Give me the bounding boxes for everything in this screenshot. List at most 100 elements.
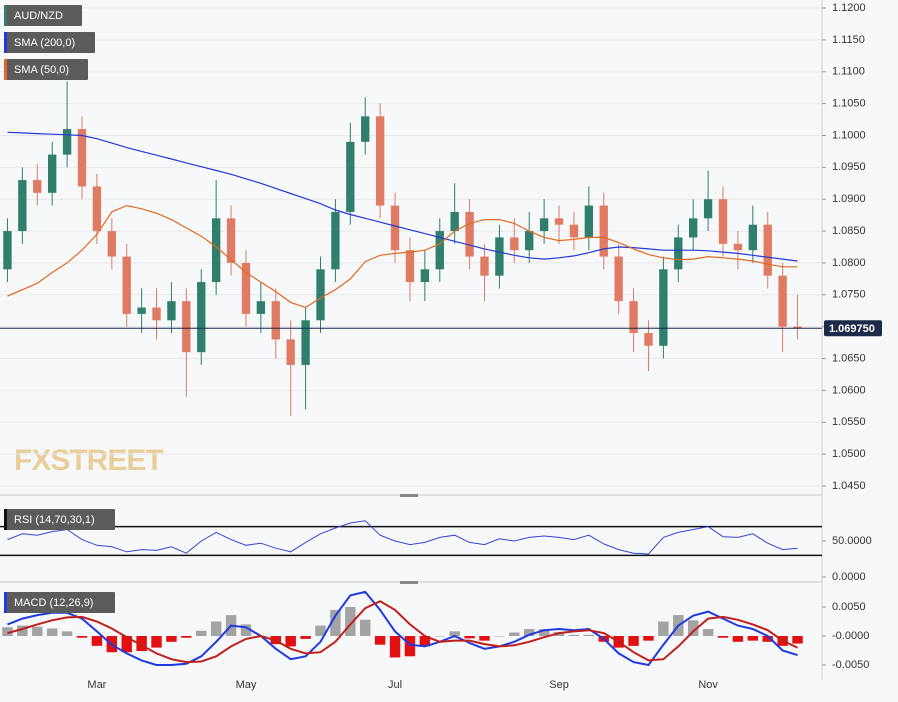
- histogram-bar: [583, 634, 595, 636]
- candle-body: [197, 282, 206, 353]
- legend-label: RSI (14,70,30,1): [14, 514, 95, 526]
- candle-body: [226, 218, 236, 263]
- candle-body: [644, 333, 653, 346]
- x-tick-label: Jul: [388, 679, 402, 691]
- candle-body: [703, 199, 713, 219]
- y-tick-label: 1.0650: [832, 352, 866, 364]
- y-tick-label: 1.0600: [832, 384, 866, 396]
- x-tick-label: Nov: [698, 679, 718, 691]
- candle-body: [405, 250, 415, 283]
- y-tick-label: 1.0750: [832, 289, 866, 301]
- legend-item: MACD (12,26,9): [4, 592, 115, 613]
- histogram-bar: [687, 620, 699, 636]
- histogram-bar: [300, 636, 311, 639]
- candle-body: [748, 224, 757, 251]
- histogram-bar: [494, 636, 505, 637]
- y-tick-label: 1.0900: [832, 193, 866, 205]
- candle-body: [92, 186, 102, 232]
- candle-body: [793, 326, 802, 329]
- candle-body: [77, 129, 87, 187]
- candle-body: [718, 199, 728, 244]
- legend-swatch: [4, 592, 7, 613]
- histogram-bar: [762, 636, 773, 642]
- histogram-bar: [151, 636, 162, 648]
- histogram-bar: [732, 636, 744, 642]
- candle-body: [33, 180, 42, 193]
- histogram-bar: [702, 629, 714, 636]
- histogram-bar: [121, 636, 132, 653]
- legend-box: [4, 59, 88, 80]
- legend-label: SMA (200,0): [14, 37, 75, 49]
- histogram-bar: [464, 636, 475, 639]
- y-tick-label: 1.1200: [832, 2, 866, 14]
- candle-body: [510, 237, 519, 251]
- candle-body: [569, 224, 579, 238]
- histogram-bar: [210, 621, 222, 636]
- histogram-bar: [523, 629, 535, 636]
- candle-body: [137, 307, 146, 314]
- legend-box: [4, 592, 115, 613]
- legend-box: [4, 32, 95, 53]
- candle-body: [763, 224, 772, 276]
- candle-body: [614, 256, 623, 302]
- histogram-bar: [389, 636, 401, 658]
- candle-body: [316, 269, 325, 321]
- candle-body: [480, 256, 489, 276]
- candle-body: [271, 301, 280, 340]
- candle-body: [599, 205, 608, 257]
- histogram-bar: [46, 628, 58, 636]
- candle-body: [301, 320, 310, 365]
- y-tick-label: 0.0000: [832, 571, 866, 583]
- resize-handle[interactable]: [400, 581, 418, 584]
- candle-body: [495, 237, 504, 276]
- rsi-line: [7, 520, 798, 555]
- legend-box: [4, 5, 82, 26]
- sma-line: [7, 131, 798, 262]
- candle-body: [659, 269, 668, 346]
- histogram-bar: [61, 631, 73, 636]
- candle-body: [539, 218, 549, 232]
- y-tick-label: 1.1150: [832, 34, 865, 46]
- candle-body: [3, 231, 12, 270]
- y-tick-label: 1.1000: [832, 129, 866, 141]
- candle-body: [435, 231, 444, 270]
- y-tick-label: -0.0000: [832, 630, 869, 642]
- histogram-bar: [136, 636, 147, 652]
- candle-body: [420, 269, 430, 283]
- resize-handle[interactable]: [400, 494, 418, 497]
- histogram-bar: [76, 636, 88, 638]
- histogram-bar: [792, 636, 803, 644]
- legend-label: AUD/NZD: [14, 10, 63, 22]
- histogram-bar: [345, 607, 356, 636]
- macd-line: [7, 600, 798, 664]
- candle-body: [390, 205, 400, 251]
- histogram-bar: [330, 609, 341, 636]
- x-tick-label: May: [236, 679, 257, 691]
- legend-label: SMA (50,0): [14, 64, 69, 76]
- histogram-bar: [17, 625, 28, 636]
- legend-swatch: [4, 5, 7, 26]
- macd-line: [7, 590, 798, 667]
- histogram-bar: [315, 625, 326, 636]
- histogram-bar: [285, 636, 296, 647]
- histogram-bar: [2, 627, 13, 636]
- legend-item: RSI (14,70,30,1): [4, 509, 115, 530]
- legend-item: SMA (50,0): [4, 59, 88, 80]
- legend-item: AUD/NZD: [4, 5, 82, 26]
- histogram-bar: [658, 621, 669, 636]
- candle-body: [167, 301, 176, 321]
- y-tick-label: 1.1100: [832, 66, 865, 78]
- histogram-bar: [538, 629, 550, 636]
- candle-body: [241, 262, 251, 314]
- candle-body: [629, 301, 638, 334]
- histogram-bar: [240, 624, 252, 636]
- histogram-bar: [32, 626, 43, 636]
- price-panel: [0, 0, 822, 493]
- candle-body: [211, 218, 221, 283]
- histogram-bar: [717, 636, 729, 638]
- histogram-bar: [449, 631, 460, 636]
- histogram-bar: [166, 636, 177, 642]
- y-tick-label: 1.0950: [832, 161, 866, 173]
